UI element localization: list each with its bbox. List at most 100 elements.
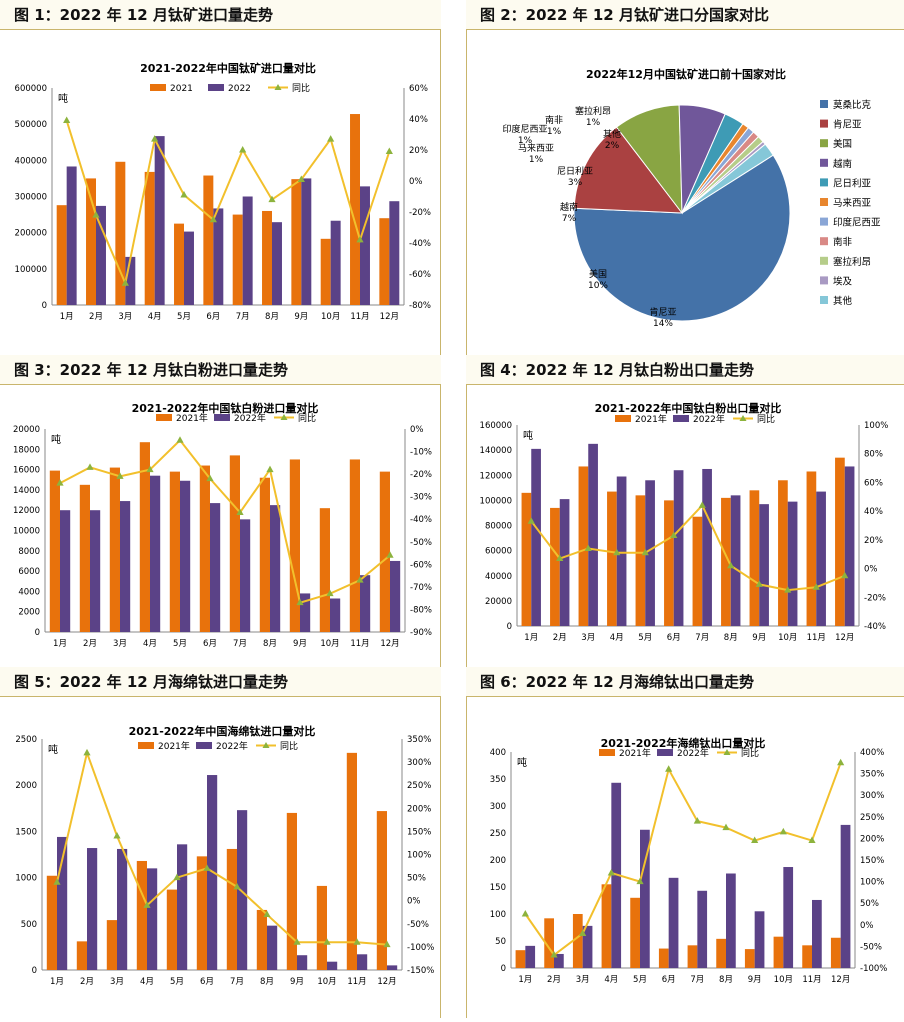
y2-tick-label: -40% (409, 239, 431, 249)
yoy-point-12 (837, 758, 845, 766)
y-tick-label: 14000 (13, 486, 40, 496)
legend-marker (280, 414, 288, 420)
bar-2022-12 (389, 201, 400, 305)
x-tick-label: 1月 (60, 312, 74, 322)
legend-label: 同比 (741, 747, 759, 759)
y2-tick-label: 250% (860, 813, 884, 823)
y2-tick-label: 40% (409, 115, 428, 125)
yoy-point-9 (755, 580, 763, 587)
legend-label: 2022 (228, 84, 251, 94)
x-tick-label: 5月 (633, 975, 647, 985)
y2-tick-label: 350% (860, 770, 884, 780)
x-tick-label: 6月 (203, 639, 217, 649)
bar-2021年-7 (692, 516, 703, 626)
legend-label: 尼日利亚 (833, 177, 872, 189)
y2-tick-label: 150% (860, 856, 884, 866)
bar-2021年-7 (229, 455, 240, 632)
y2-tick-label: 0% (409, 177, 423, 187)
legend-label: 越南 (833, 158, 852, 170)
y-tick-label: 1000 (15, 874, 37, 884)
y-tick-label: 0 (42, 301, 47, 311)
bar-2021年-6 (196, 856, 207, 970)
panel-header: 图 4：2022 年 12 月钛白粉出口量走势 (466, 355, 904, 385)
bar-2022年-6 (673, 470, 684, 626)
bar-2022年-4 (150, 475, 161, 632)
bar-2022年-1 (531, 448, 541, 626)
y2-tick-label: -50% (410, 538, 432, 548)
bar-2022年-5 (640, 829, 650, 968)
x-tick-label: 1月 (50, 977, 64, 987)
bar-2022-1 (66, 166, 77, 305)
legend-label: 美国 (833, 138, 852, 150)
yoy-point-11 (353, 938, 361, 945)
yoy-point-11 (808, 836, 816, 844)
y2-tick-label: 350% (407, 735, 431, 745)
bar-2021年-5 (630, 897, 640, 968)
bar-2022年-11 (816, 491, 826, 626)
titanium-ore-country-pie-chart: 2022年12月中国钛矿进口前十国家对比莫桑比克60%肯尼亚14%美国10%越南… (502, 67, 881, 329)
y-tick-label: 250 (490, 829, 506, 839)
y2-tick-label: 200% (860, 834, 884, 844)
yoy-point-1 (63, 116, 71, 124)
bar-2021年-3 (572, 914, 583, 968)
x-tick-label: 3月 (581, 633, 595, 643)
legend-label: 埃及 (833, 275, 853, 287)
bar-2021年-6 (664, 500, 674, 626)
y-tick-label: 300000 (15, 193, 47, 203)
panel-titanium-dioxide-import: 图 3：2022 年 12 月钛白粉进口量走势 2021-2022年中国钛白粉进… (0, 355, 441, 667)
y-tick-label: 10000 (13, 527, 40, 537)
bar-2022年-1 (57, 836, 68, 970)
y-tick-label: 80000 (485, 522, 512, 532)
yoy-point-6 (670, 531, 678, 539)
x-tick-label: 1月 (518, 975, 532, 985)
bar-2022年-9 (759, 504, 769, 626)
slice-label: 1% (547, 127, 562, 137)
y2-tick-label: -40% (410, 515, 432, 525)
bar-2022年-5 (177, 844, 188, 970)
y-tick-label: 2000 (15, 781, 37, 791)
bar-2021年-3 (106, 920, 117, 970)
x-tick-label: 4月 (143, 639, 157, 649)
legend-label: 印度尼西亚 (833, 217, 881, 229)
panel-sponge-titanium-import: 图 5：2022 年 12 月海绵钛进口量走势 2021-2022年中国海绵钛进… (0, 667, 441, 1018)
legend-label: 2022年 (216, 740, 248, 752)
legend-label: 肯尼亚 (833, 119, 862, 131)
x-tick-label: 7月 (695, 633, 709, 643)
bar-2021年-7 (226, 848, 237, 970)
yoy-point-8 (263, 910, 271, 918)
bar-2021年-11 (802, 945, 812, 968)
bar-2021-1 (56, 205, 67, 305)
x-tick-label: 12月 (377, 977, 396, 987)
bar-2022年-9 (297, 955, 308, 970)
legend-label: 同比 (298, 412, 316, 424)
y-tick-label: 18000 (13, 445, 40, 455)
x-tick-label: 9月 (294, 312, 308, 322)
yoy-point-2 (92, 211, 100, 218)
bar-2022-6 (213, 208, 224, 305)
bar-2022年-2 (87, 848, 98, 970)
legend-swatch-塞拉利昂 (820, 256, 828, 265)
legend-swatch-2021年 (156, 414, 172, 421)
y-tick-label: 500 (21, 920, 37, 930)
yoy-point-7 (236, 508, 244, 515)
x-tick-label: 4月 (140, 977, 154, 987)
bar-2021-7 (232, 214, 243, 305)
bar-2021-4 (144, 171, 155, 305)
yoy-point-7 (239, 146, 247, 153)
bar-2022年-12 (844, 466, 855, 626)
slice-label: 7% (562, 214, 577, 224)
y2-tick-label: 60% (864, 478, 883, 488)
y2-tick-label: 0% (864, 565, 878, 575)
y-tick-label: 20000 (485, 597, 512, 607)
y2-tick-label: 400% (860, 748, 884, 758)
slice-label: 2% (605, 141, 620, 151)
yoy-point-6 (665, 765, 673, 772)
bar-2021-2 (86, 178, 96, 305)
y-tick-label: 1500 (15, 827, 37, 837)
bar-2021年-9 (286, 812, 297, 970)
y2-tick-label: -70% (410, 583, 432, 593)
unit-label: 吨 (523, 429, 533, 442)
x-tick-label: 5月 (638, 633, 652, 643)
chart-title: 2022年12月中国钛矿进口前十国家对比 (586, 67, 786, 81)
